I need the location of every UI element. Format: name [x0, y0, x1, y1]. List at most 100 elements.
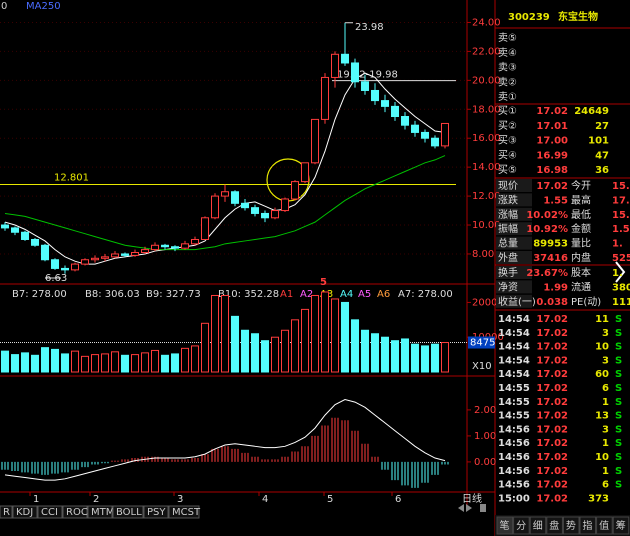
tick-time: 14:56 — [498, 466, 530, 477]
panel-tab-label[interactable]: 值 — [599, 519, 609, 532]
panel-tab-label[interactable]: 细 — [533, 519, 543, 532]
volume-bar — [251, 333, 259, 373]
panel-tab[interactable] — [546, 516, 563, 535]
candle-body — [71, 263, 79, 271]
candle-body — [151, 244, 159, 251]
stat-value: 89953 — [533, 239, 568, 250]
panel-tab[interactable] — [562, 516, 580, 535]
indicator-tab[interactable] — [143, 505, 169, 519]
vol-unit: X10 — [472, 361, 492, 372]
volume-bar — [31, 354, 39, 373]
y-tick-label: 18.00 — [472, 104, 501, 115]
y-tick-label: 22.00 — [472, 46, 501, 57]
tick-price: 17.02 — [536, 424, 568, 435]
candle-body — [351, 62, 359, 83]
stat-value: 15. — [612, 181, 630, 192]
tick-volume: 373 — [588, 493, 609, 504]
tick-time: 14:55 — [498, 411, 530, 422]
candle-body — [191, 238, 199, 245]
stat-value: 10.02% — [526, 210, 568, 221]
indicator-tab[interactable] — [12, 505, 38, 519]
indicator-tab[interactable] — [62, 505, 88, 519]
indicator-tab[interactable] — [87, 505, 113, 519]
volume-bar — [441, 342, 449, 373]
indicator-tab[interactable] — [37, 505, 63, 519]
stat-label: PE(动) — [571, 296, 601, 308]
expand-arrow[interactable] — [615, 261, 626, 283]
panel-tab-label[interactable]: 分 — [516, 520, 526, 532]
scroll-controls[interactable] — [458, 504, 486, 512]
tick-time: 14:56 — [498, 424, 530, 435]
indicator-tab-label[interactable]: PSY — [147, 507, 166, 518]
tick-price: 17.02 — [536, 480, 568, 491]
panel-tab-label[interactable]: 筹 — [616, 519, 626, 532]
candle-body — [271, 210, 279, 219]
panel-tab[interactable] — [513, 516, 530, 535]
bid-price: 17.00 — [536, 136, 568, 147]
panel-tab-label[interactable]: 盘 — [549, 519, 559, 532]
vol-marker-label: 8475 — [470, 338, 495, 349]
candle-body — [11, 227, 19, 233]
panel-tab-label[interactable]: 势 — [566, 519, 576, 532]
low-label: 6.63 — [45, 273, 67, 284]
volume-bar — [11, 354, 19, 373]
stat-label-bg — [496, 193, 532, 207]
indicator-tab-label[interactable]: R — [3, 507, 10, 518]
indicator-tab-label[interactable]: ROC — [66, 507, 88, 518]
panel-tab[interactable] — [496, 516, 514, 535]
panel-tab[interactable] — [529, 516, 547, 535]
volume-bar — [221, 294, 229, 373]
stat-label-bg — [496, 236, 532, 250]
bid-price: 16.98 — [536, 165, 568, 176]
bid-volume: 47 — [595, 150, 609, 161]
volume-bar — [331, 298, 339, 373]
indicator-tab-label[interactable]: BOLL — [116, 507, 142, 518]
candle-body — [21, 231, 29, 240]
y-tick-label: 10.00 — [472, 220, 501, 231]
tick-volume: 1 — [602, 438, 609, 449]
stat-label: 总量 — [498, 237, 518, 250]
ask-label: 卖② — [498, 76, 517, 88]
indicator-tab-label[interactable]: MCST — [172, 507, 201, 518]
tick-volume: 10 — [595, 342, 609, 353]
stat-label-bg — [496, 294, 532, 308]
tick-volume: 13 — [595, 411, 609, 422]
bid-label: 买⑤ — [498, 164, 517, 176]
ask-label: 卖⑤ — [498, 32, 517, 44]
panel-tab-label[interactable]: 笔 — [500, 519, 510, 532]
volume-bar — [61, 353, 69, 373]
indicator-tab-label[interactable]: KDJ — [16, 507, 33, 518]
candle-body — [161, 244, 169, 248]
stat-value: 1.5 — [612, 224, 630, 235]
tick-volume: 3 — [602, 328, 609, 339]
bid-price: 17.01 — [536, 121, 568, 132]
volume-legend-item: B7: 278.00 — [12, 289, 67, 300]
volume-bar — [51, 348, 59, 373]
indicator-tab[interactable] — [168, 505, 200, 519]
panel-tab[interactable] — [612, 516, 630, 535]
panel-tab[interactable] — [579, 516, 597, 535]
x-tick-label: 1 — [33, 494, 39, 505]
y-tick-label: 8.00 — [472, 249, 494, 260]
stat-label: 内盘 — [571, 251, 591, 264]
candle-body — [311, 118, 319, 164]
panel-tab-label[interactable]: 指 — [583, 519, 593, 532]
indicator-tab[interactable] — [112, 505, 144, 519]
panel-tab[interactable] — [596, 516, 613, 535]
tick-time: 14:54 — [498, 369, 530, 380]
level-label: 12.801 — [54, 172, 89, 183]
bid-price: 17.02 — [536, 106, 568, 117]
indicator-tab-label[interactable]: CCI — [41, 507, 58, 518]
indicator-tab[interactable] — [0, 505, 13, 519]
volume-bar — [101, 353, 109, 373]
tick-time: 14:54 — [498, 342, 530, 353]
volume-bar — [81, 355, 89, 373]
stock-code: 300239 — [508, 12, 550, 23]
volume-bar — [391, 340, 399, 373]
y-tick-label: 20.00 — [472, 75, 501, 86]
indicator-tab-label[interactable]: MTM — [91, 507, 114, 518]
tick-side: S — [615, 424, 622, 435]
tick-volume: 6 — [602, 480, 609, 491]
volume-bar — [71, 350, 79, 373]
